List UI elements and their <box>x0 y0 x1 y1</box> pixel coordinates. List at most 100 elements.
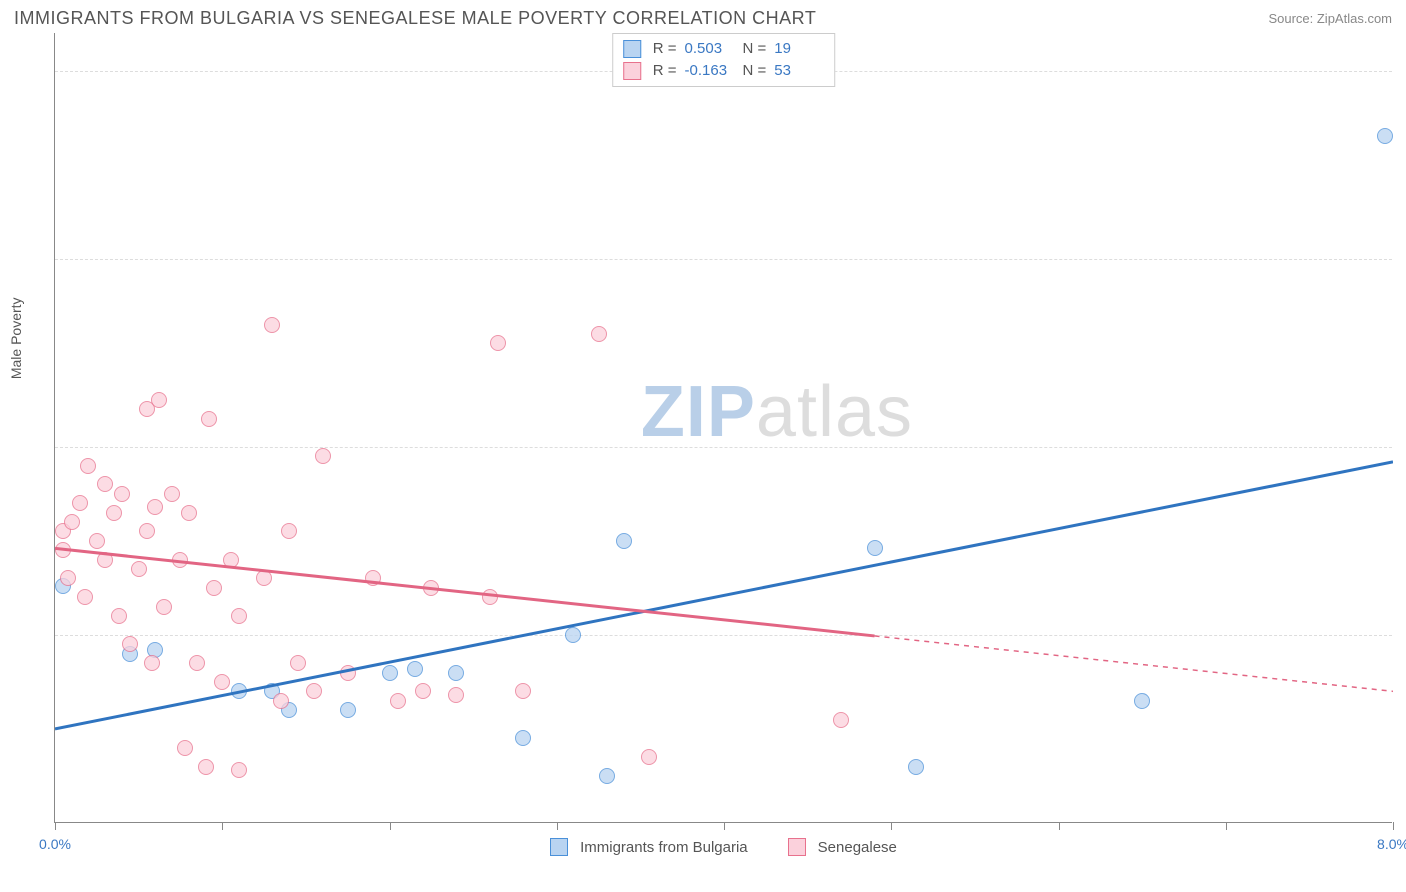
data-point-senegalese <box>315 448 331 464</box>
gridline <box>55 635 1392 636</box>
data-point-senegalese <box>448 687 464 703</box>
data-point-senegalese <box>223 552 239 568</box>
data-point-bulgaria <box>340 702 356 718</box>
data-point-senegalese <box>139 523 155 539</box>
y-tick-label: 10.0% <box>1398 627 1406 643</box>
data-point-senegalese <box>306 683 322 699</box>
data-point-senegalese <box>97 476 113 492</box>
data-point-senegalese <box>77 589 93 605</box>
legend-swatch-icon <box>623 40 641 58</box>
data-point-senegalese <box>111 608 127 624</box>
data-point-senegalese <box>281 523 297 539</box>
data-point-bulgaria <box>1377 128 1393 144</box>
data-point-senegalese <box>131 561 147 577</box>
data-point-senegalese <box>80 458 96 474</box>
data-point-senegalese <box>264 317 280 333</box>
x-tick <box>222 822 223 830</box>
data-point-senegalese <box>515 683 531 699</box>
legend-N-value: 19 <box>774 38 824 60</box>
data-point-senegalese <box>641 749 657 765</box>
legend-R-value: 0.503 <box>685 38 735 60</box>
data-point-bulgaria <box>908 759 924 775</box>
data-point-bulgaria <box>599 768 615 784</box>
data-point-senegalese <box>55 542 71 558</box>
data-point-senegalese <box>122 636 138 652</box>
correlation-legend: R =0.503N =19R =-0.163N =53 <box>612 33 836 87</box>
y-tick-label: 30.0% <box>1398 251 1406 267</box>
x-tick <box>55 822 56 830</box>
x-tick <box>557 822 558 830</box>
data-point-bulgaria <box>616 533 632 549</box>
legend-N-label: N = <box>743 38 767 60</box>
x-tick <box>390 822 391 830</box>
data-point-bulgaria <box>407 661 423 677</box>
data-point-bulgaria <box>231 683 247 699</box>
legend-swatch-icon <box>788 838 806 856</box>
data-point-senegalese <box>189 655 205 671</box>
legend-stat-row-senegalese: R =-0.163N =53 <box>623 60 825 82</box>
data-point-senegalese <box>231 608 247 624</box>
x-tick <box>891 822 892 830</box>
data-point-bulgaria <box>1134 693 1150 709</box>
plot-area: 10.0%20.0%30.0%40.0%0.0%8.0% <box>55 33 1392 822</box>
data-point-senegalese <box>106 505 122 521</box>
data-point-senegalese <box>256 570 272 586</box>
series-legend: Immigrants from Bulgaria Senegalese <box>55 838 1392 856</box>
legend-swatch-icon <box>623 62 641 80</box>
data-point-senegalese <box>64 514 80 530</box>
data-point-senegalese <box>72 495 88 511</box>
data-point-senegalese <box>114 486 130 502</box>
data-point-bulgaria <box>448 665 464 681</box>
data-point-senegalese <box>147 499 163 515</box>
data-point-senegalese <box>201 411 217 427</box>
data-point-senegalese <box>177 740 193 756</box>
y-tick-label: 40.0% <box>1398 63 1406 79</box>
legend-N-label: N = <box>743 60 767 82</box>
data-point-senegalese <box>231 762 247 778</box>
data-point-senegalese <box>290 655 306 671</box>
legend-series-label: Immigrants from Bulgaria <box>580 839 748 856</box>
data-point-senegalese <box>60 570 76 586</box>
data-point-senegalese <box>415 683 431 699</box>
legend-swatch-icon <box>550 838 568 856</box>
x-tick <box>1393 822 1394 830</box>
data-point-senegalese <box>214 674 230 690</box>
legend-R-value: -0.163 <box>685 60 735 82</box>
data-point-senegalese <box>423 580 439 596</box>
x-tick <box>1059 822 1060 830</box>
data-point-senegalese <box>490 335 506 351</box>
legend-series-label: Senegalese <box>818 839 897 856</box>
source-label: Source: ZipAtlas.com <box>1268 11 1392 26</box>
legend-R-label: R = <box>653 38 677 60</box>
data-point-senegalese <box>89 533 105 549</box>
data-point-bulgaria <box>867 540 883 556</box>
gridline <box>55 447 1392 448</box>
data-point-senegalese <box>833 712 849 728</box>
legend-stat-row-bulgaria: R = 0.503 N = 19 <box>623 38 825 60</box>
x-tick-label: 0.0% <box>39 836 71 852</box>
y-axis-label: Male Poverty <box>8 297 24 379</box>
data-point-senegalese <box>273 693 289 709</box>
data-point-senegalese <box>144 655 160 671</box>
data-point-senegalese <box>206 580 222 596</box>
legend-item-senegalese: Senegalese <box>788 838 897 856</box>
data-point-senegalese <box>482 589 498 605</box>
x-tick <box>1226 822 1227 830</box>
data-point-senegalese <box>390 693 406 709</box>
data-point-senegalese <box>181 505 197 521</box>
data-point-senegalese <box>156 599 172 615</box>
data-point-senegalese <box>591 326 607 342</box>
data-point-senegalese <box>198 759 214 775</box>
data-point-bulgaria <box>565 627 581 643</box>
data-point-senegalese <box>151 392 167 408</box>
data-point-senegalese <box>340 665 356 681</box>
legend-R-label: R = <box>653 60 677 82</box>
x-tick <box>724 822 725 830</box>
chart-title: IMMIGRANTS FROM BULGARIA VS SENEGALESE M… <box>14 8 816 29</box>
data-point-bulgaria <box>515 730 531 746</box>
data-point-senegalese <box>97 552 113 568</box>
chart-area: 10.0%20.0%30.0%40.0%0.0%8.0% ZIPatlas R … <box>54 33 1392 823</box>
legend-item-bulgaria: Immigrants from Bulgaria <box>550 838 748 856</box>
data-point-senegalese <box>164 486 180 502</box>
gridline <box>55 259 1392 260</box>
